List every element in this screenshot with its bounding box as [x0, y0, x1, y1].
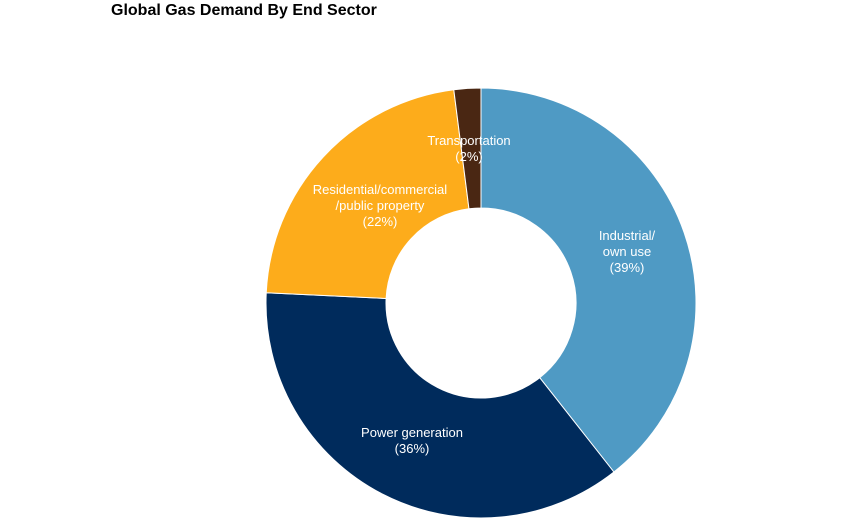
slice-label-line: (36%): [395, 441, 430, 456]
slice-label-line: own use: [603, 244, 651, 259]
slice-label-1: Industrial/own use (39%): [599, 228, 656, 275]
slice-label-line: (22%): [363, 214, 398, 229]
slice-label-line: (2%): [455, 149, 482, 164]
slice-label-3: Residential/commercial/public property (2…: [313, 182, 447, 229]
donut-slice-4: [453, 87, 482, 210]
chart-title: Global Gas Demand By End Sector: [111, 2, 377, 19]
donut-labels: Industrial/own use (39%)Power generation(…: [313, 133, 656, 456]
slice-label-line: Power generation: [361, 425, 463, 440]
donut-slice-3: [265, 89, 470, 300]
donut-slices: [265, 87, 697, 519]
slice-label-4: Transportation (2%): [427, 133, 510, 164]
slice-label-line: /public property: [336, 198, 425, 213]
slice-label-line: (39%): [610, 260, 645, 275]
slice-label-line: Residential/commercial: [313, 182, 447, 197]
donut-slice-1: [480, 87, 697, 473]
slice-label-line: Transportation: [427, 133, 510, 148]
slice-label-2: Power generation (36%): [361, 425, 463, 456]
donut-slice-2: [265, 292, 615, 519]
slice-label-line: Industrial/: [599, 228, 656, 243]
